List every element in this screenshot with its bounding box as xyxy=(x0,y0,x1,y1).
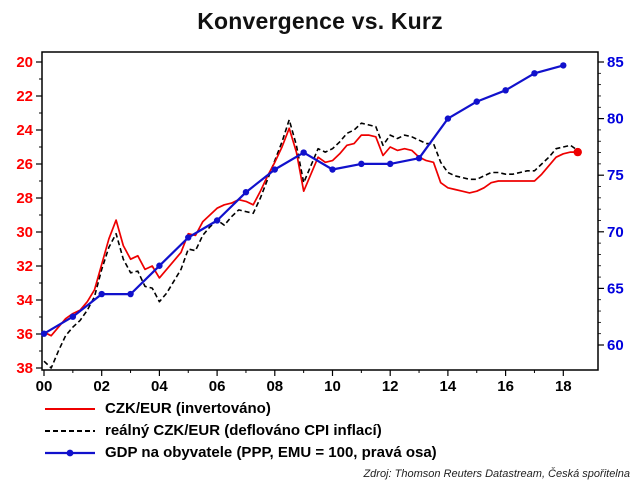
svg-text:28: 28 xyxy=(16,190,33,207)
legend-label-czk-eur: CZK/EUR (invertováno) xyxy=(105,400,271,417)
source-note: Zdroj: Thomson Reuters Datastream, Česká… xyxy=(363,468,630,480)
svg-text:30: 30 xyxy=(16,224,33,241)
chart-title: Konvergence vs. Kurz xyxy=(197,8,443,34)
svg-text:10: 10 xyxy=(324,378,341,395)
legend-item-real-czk-eur: reálný CZK/EUR (deflováno CPI inflací) xyxy=(44,421,437,440)
convergence-chart: 20 22 24 26 28 30 32 34 36 38 85 80 75 70 65 60 00 02 04 06… xyxy=(16,51,624,395)
legend-item-czk-eur: CZK/EUR (invertováno) xyxy=(44,399,437,418)
svg-text:34: 34 xyxy=(16,292,33,309)
svg-text:12: 12 xyxy=(382,378,399,395)
legend-swatch-blue-marker-line xyxy=(45,449,95,456)
svg-text:65: 65 xyxy=(607,280,624,297)
svg-text:70: 70 xyxy=(607,224,624,241)
svg-text:26: 26 xyxy=(16,156,33,173)
legend: CZK/EUR (invertováno) reálný CZK/EUR (de… xyxy=(44,399,437,462)
svg-text:16: 16 xyxy=(497,378,514,395)
svg-text:20: 20 xyxy=(16,54,33,71)
svg-text:00: 00 xyxy=(36,378,53,395)
svg-text:32: 32 xyxy=(16,258,33,275)
svg-text:04: 04 xyxy=(151,378,168,395)
svg-text:02: 02 xyxy=(93,378,110,395)
legend-item-gdp: GDP na obyvatele (PPP, EMU = 100, pravá … xyxy=(44,443,437,462)
legend-swatch-red-line xyxy=(45,407,95,410)
legend-swatch-black-dashed-line xyxy=(45,429,95,432)
svg-text:06: 06 xyxy=(209,378,226,395)
svg-text:80: 80 xyxy=(607,111,624,128)
svg-text:38: 38 xyxy=(16,360,33,377)
svg-text:85: 85 xyxy=(607,54,624,71)
legend-label-gdp: GDP na obyvatele (PPP, EMU = 100, pravá … xyxy=(105,444,437,461)
svg-text:75: 75 xyxy=(607,167,624,184)
svg-text:22: 22 xyxy=(16,88,33,105)
svg-text:18: 18 xyxy=(555,378,572,395)
legend-label-real-czk-eur: reálný CZK/EUR (deflováno CPI inflací) xyxy=(105,422,382,439)
svg-text:08: 08 xyxy=(266,378,283,395)
svg-text:14: 14 xyxy=(440,378,457,395)
svg-text:24: 24 xyxy=(16,122,33,139)
svg-text:60: 60 xyxy=(607,337,624,354)
svg-text:36: 36 xyxy=(16,326,33,343)
